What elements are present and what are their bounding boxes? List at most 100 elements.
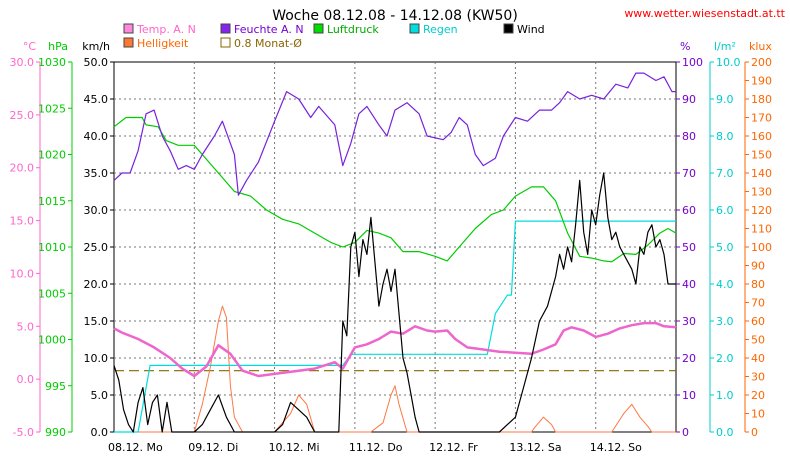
axis-tick-label: 40 xyxy=(682,278,696,291)
axis-tick-label: 7.0 xyxy=(716,167,734,180)
axis-tick-label: 100 xyxy=(751,241,772,254)
axis-tick-label: 1020 xyxy=(38,149,66,162)
chart-title: Woche 08.12.08 - 14.12.08 (KW50) xyxy=(272,8,518,24)
axis-tick-label: 20.0 xyxy=(84,278,109,291)
legend-swatch xyxy=(220,37,231,48)
axis-unit-label: km/h xyxy=(82,40,110,53)
axis-1: hPa 1030 1025 1020 1015 1010 1005 1000 995 990 xyxy=(38,40,73,439)
axis-tick-label: 20 xyxy=(682,352,696,365)
legend-swatch xyxy=(503,23,514,34)
axis-tick-label: 25.0 xyxy=(10,109,35,122)
axis-tick-label: 4.0 xyxy=(716,278,734,291)
axis-0: °C 30.0 25.0 20.0 15.0 10.0 5.0 0.0 -5.0 xyxy=(10,40,41,439)
axis-tick-label: 45.0 xyxy=(84,93,109,106)
axis-tick-label: 1000 xyxy=(38,334,66,347)
legend-swatch xyxy=(409,23,420,34)
legend-item: Wind xyxy=(503,23,545,36)
axis-5: klux200190180170160150140130120110100908… xyxy=(744,40,772,439)
axis-tick-label: 1005 xyxy=(38,287,66,300)
axis-unit-label: hPa xyxy=(48,40,68,53)
axis-unit-label: klux xyxy=(749,40,772,53)
legend-item: Feuchte A. N xyxy=(220,23,304,36)
axis-tick-label: 40.0 xyxy=(84,130,109,143)
legend-item: 0.8 Monat-Ø xyxy=(220,37,302,50)
legend-label: Feuchte A. N xyxy=(234,23,304,36)
source-link[interactable]: www.wetter.wiesenstadt.at.tt xyxy=(624,7,785,20)
legend-label: Wind xyxy=(517,23,545,36)
axis-unit-label: % xyxy=(680,40,690,53)
x-tick-label: 11.12. Do xyxy=(349,441,403,454)
axis-tick-label: 0.0 xyxy=(716,426,734,439)
axis-tick-label: 90 xyxy=(682,93,696,106)
axis-tick-label: 1010 xyxy=(38,241,66,254)
axis-tick-label: 2.0 xyxy=(716,352,734,365)
axis-tick-label: 35.0 xyxy=(84,167,109,180)
legend-label: Luftdruck xyxy=(327,23,379,36)
series-line-helligkeit xyxy=(114,305,676,433)
axis-tick-label: 50 xyxy=(682,241,696,254)
legend-swatch xyxy=(220,23,231,34)
axis-tick-label: 1030 xyxy=(38,56,66,69)
axis-tick-label: 200 xyxy=(751,56,772,69)
axis-tick-label: 0 xyxy=(682,426,689,439)
axis-tick-label: 0 xyxy=(751,426,758,439)
legend-swatch xyxy=(123,37,134,48)
axis-tick-label: 180 xyxy=(751,93,772,106)
x-tick-label: 12.12. Fr xyxy=(429,441,478,454)
axis-tick-label: 995 xyxy=(45,380,66,393)
grid xyxy=(113,61,677,433)
axis-tick-label: 20 xyxy=(751,389,765,402)
axis-tick-label: 60 xyxy=(751,315,765,328)
axis-tick-label: 70 xyxy=(751,297,765,310)
axis-tick-label: 25.0 xyxy=(84,241,109,254)
series-line-regen xyxy=(114,220,676,433)
axis-tick-label: 8.0 xyxy=(716,130,734,143)
axis-tick-label: 50.0 xyxy=(84,56,109,69)
axis-tick-label: 130 xyxy=(751,186,772,199)
axis-tick-label: 20.0 xyxy=(10,162,35,175)
axis-tick-label: 80 xyxy=(682,130,696,143)
legend-swatch xyxy=(123,23,134,34)
legend-item: Temp. A. N xyxy=(123,23,196,36)
axis-tick-label: 140 xyxy=(751,167,772,180)
legend-label: Regen xyxy=(423,23,458,36)
axis-tick-label: 60 xyxy=(682,204,696,217)
axis-tick-label: 170 xyxy=(751,112,772,125)
series-group xyxy=(113,72,677,433)
legend-label: Temp. A. N xyxy=(136,23,196,36)
legend: Temp. A. N Feuchte A. N Luftdruck Regen Wind… xyxy=(123,23,545,50)
axis-tick-label: 10.0 xyxy=(84,352,109,365)
axis-tick-label: 120 xyxy=(751,204,772,217)
axis-tick-label: 1.0 xyxy=(716,389,734,402)
axis-tick-label: 1015 xyxy=(38,195,66,208)
axis-tick-label: 10.0 xyxy=(716,56,741,69)
legend-label: Helligkeit xyxy=(137,37,189,50)
axis-4: l/m² 10.0 9.0 8.0 7.0 6.0 5.0 4.0 3.0 2.0 1.0 0.0 xyxy=(709,40,741,439)
axis-tick-label: 3.0 xyxy=(716,315,734,328)
legend-swatch xyxy=(313,23,324,34)
axes: °C30.025.020.015.010.05.00.0-5.0hPa10301… xyxy=(10,40,773,454)
legend-label: 0.8 Monat-Ø xyxy=(234,37,302,50)
axis-tick-label: 190 xyxy=(751,75,772,88)
axis-tick-label: 5.0 xyxy=(91,389,109,402)
axis-tick-label: 15.0 xyxy=(84,315,109,328)
axis-tick-label: 10 xyxy=(682,389,696,402)
legend-item: Luftdruck xyxy=(313,23,379,36)
x-tick-label: 08.12. Mo xyxy=(108,441,163,454)
axis-tick-label: 30.0 xyxy=(84,204,109,217)
x-tick-label: 14.12. So xyxy=(590,441,642,454)
axis-tick-label: 90 xyxy=(751,260,765,273)
axis-tick-label: 40 xyxy=(751,352,765,365)
axis-tick-label: 10 xyxy=(751,408,765,421)
axis-tick-label: 990 xyxy=(45,426,66,439)
axis-tick-label: 5.0 xyxy=(716,241,734,254)
series-line-feuchte-a-n xyxy=(113,72,676,196)
axis-tick-label: 1025 xyxy=(38,102,66,115)
axis-tick-label: 100 xyxy=(682,56,703,69)
x-tick-label: 13.12. Sa xyxy=(509,441,561,454)
axis-tick-label: 70 xyxy=(682,167,696,180)
axis-tick-label: 0.0 xyxy=(91,426,109,439)
axis-2: km/h 50.0 45.0 40.0 35.0 30.0 25.0 20.0 15.0 10.0… xyxy=(82,40,114,439)
axis-tick-label: 6.0 xyxy=(716,204,734,217)
